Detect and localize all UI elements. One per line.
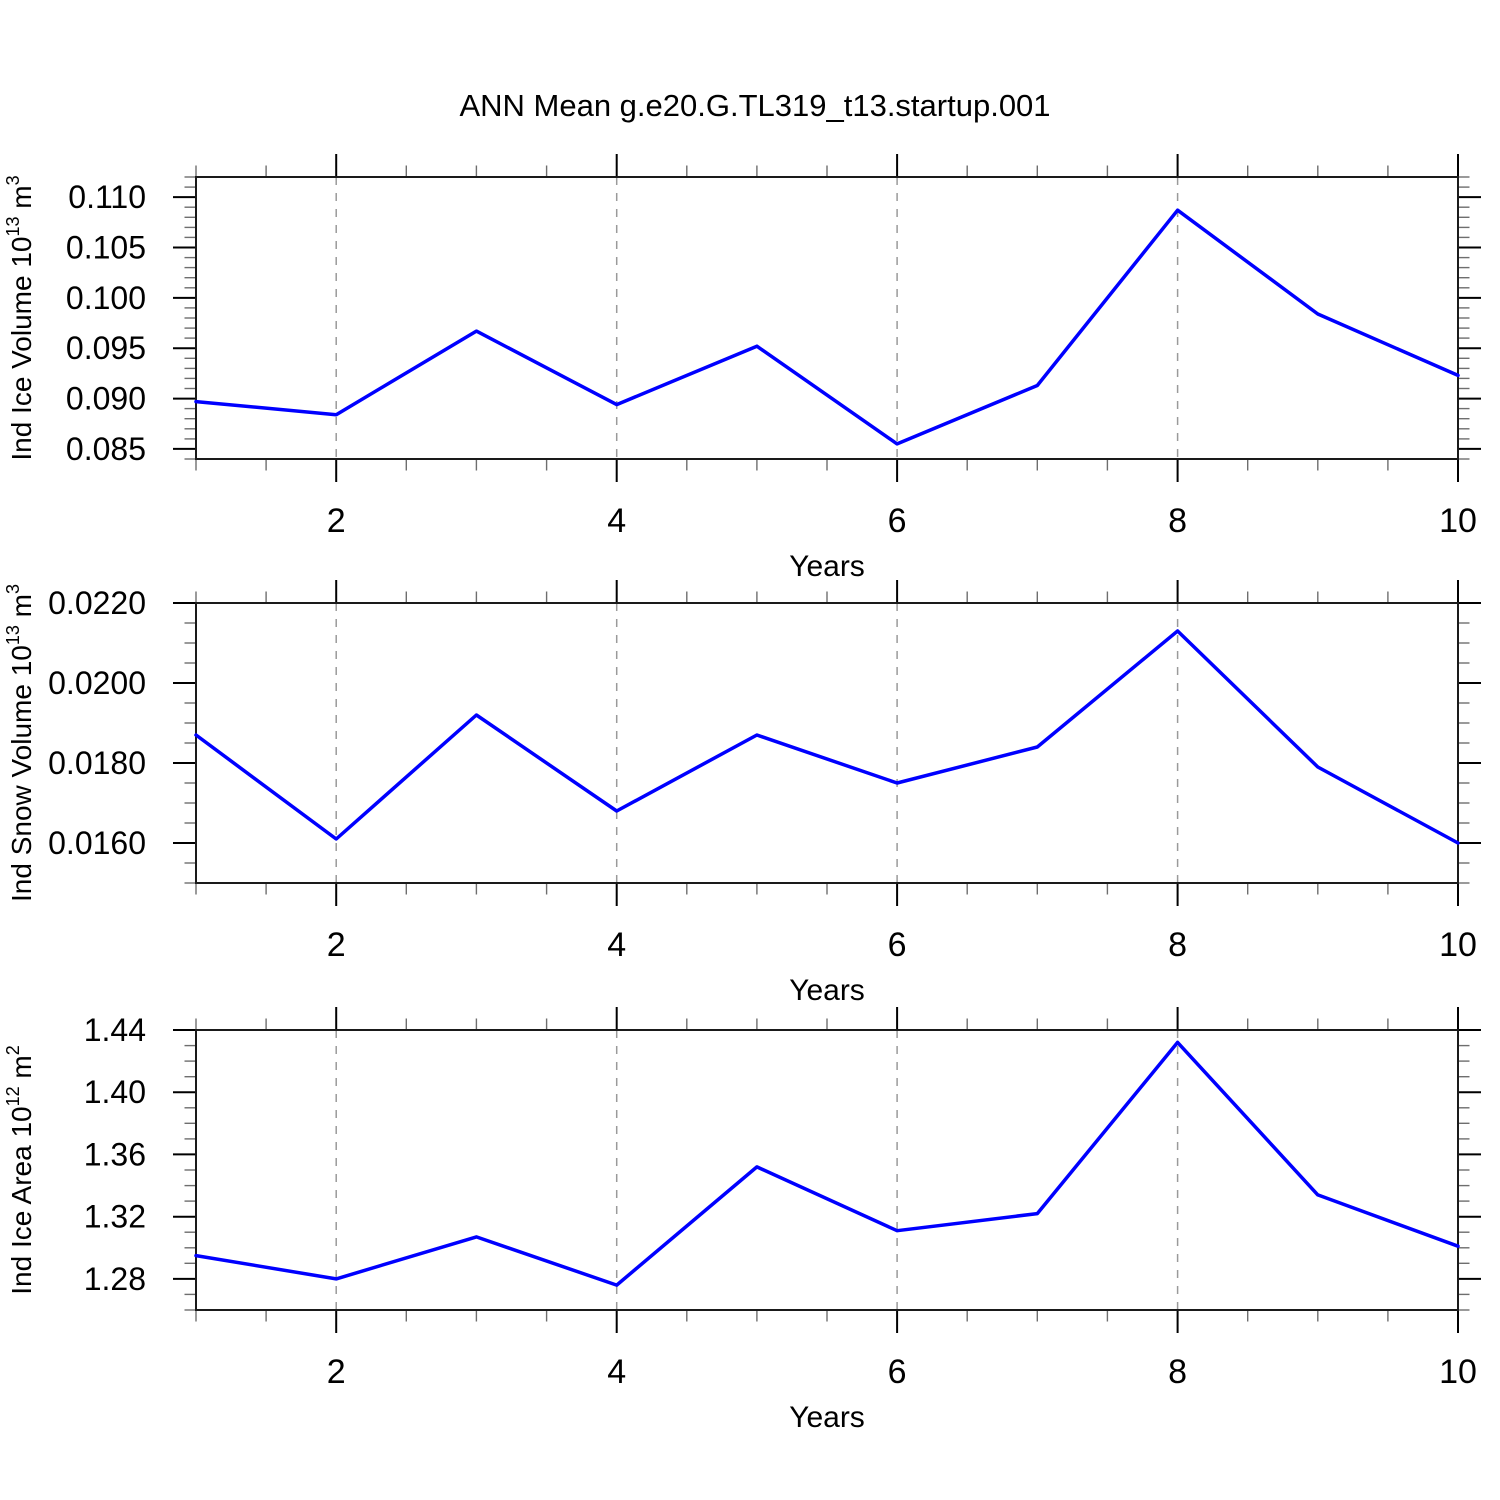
y-axis-label: Ind Ice Volume 1013 m3 xyxy=(3,175,37,460)
x-axis-label: Years xyxy=(789,550,865,583)
plot-frame xyxy=(195,176,1459,460)
x-tick-label: 2 xyxy=(327,502,346,540)
x-tick-label: 2 xyxy=(327,1353,346,1391)
x-tick-label: 4 xyxy=(607,926,626,964)
x-axis-label: Years xyxy=(789,974,865,1007)
data-line-ind-snow-volume xyxy=(194,629,1460,845)
y-tick-label: 0.100 xyxy=(66,280,146,316)
x-tick-label: 4 xyxy=(607,1353,626,1391)
y-tick-label: 0.090 xyxy=(66,381,146,417)
y-axis-label: Ind Snow Volume 1013 m3 xyxy=(3,584,37,902)
x-tick-label: 6 xyxy=(888,926,907,964)
panel-ind-ice-volume: 2 4 6 8 10 0.085 0.090 0.095 0.100 0.105 0.110 Year… xyxy=(3,154,1481,583)
x-tick-label: 6 xyxy=(888,502,907,540)
x-tick-label: 2 xyxy=(327,926,346,964)
panels: 2 4 6 8 10 0.085 0.090 0.095 0.100 0.105 0.110 Year… xyxy=(3,154,1481,1434)
y-tick-label: 0.095 xyxy=(66,330,146,366)
chart-title: ANN Mean g.e20.G.TL319_t13.startup.001 xyxy=(459,88,1050,123)
y-tick-label: 1.40 xyxy=(84,1074,146,1110)
y-tick-label: 1.44 xyxy=(84,1012,146,1048)
y-tick-label: 0.0180 xyxy=(48,745,146,781)
panel-ind-snow-volume: 2 4 6 8 10 0.0160 0.0180 0.0200 0.0220 Years Ind S… xyxy=(3,580,1481,1007)
y-tick-label: 1.32 xyxy=(84,1199,146,1235)
y-tick-label: 0.110 xyxy=(68,179,146,215)
y-tick-label: 0.105 xyxy=(66,230,146,266)
x-tick-label: 10 xyxy=(1439,1353,1477,1391)
plot-frame xyxy=(195,1029,1459,1311)
y-tick-label: 0.0200 xyxy=(48,665,146,701)
y-axis-label: Ind Ice Area 1012 m2 xyxy=(3,1045,37,1295)
x-tick-label: 4 xyxy=(607,502,626,540)
x-tick-label: 6 xyxy=(888,1353,907,1391)
data-line-ind-ice-area xyxy=(194,1040,1460,1287)
y-tick-label: 1.28 xyxy=(84,1261,146,1297)
x-axis-label: Years xyxy=(789,1401,865,1434)
y-tick-label: 0.0220 xyxy=(48,585,146,621)
x-tick-label: 8 xyxy=(1168,926,1187,964)
data-line-ind-ice-volume xyxy=(194,208,1460,446)
y-tick-label: 0.0160 xyxy=(48,825,146,861)
y-tick-label: 0.085 xyxy=(66,431,146,467)
x-tick-label: 10 xyxy=(1439,502,1477,540)
panel-ind-ice-area: 2 4 6 8 10 1.28 1.32 1.36 1.40 1.44 Years Ind Ice A… xyxy=(3,1007,1481,1434)
y-tick-label: 1.36 xyxy=(84,1136,146,1172)
plot-frame xyxy=(195,602,1459,884)
x-tick-label: 10 xyxy=(1439,926,1477,964)
x-tick-label: 8 xyxy=(1168,502,1187,540)
x-tick-label: 8 xyxy=(1168,1353,1187,1391)
